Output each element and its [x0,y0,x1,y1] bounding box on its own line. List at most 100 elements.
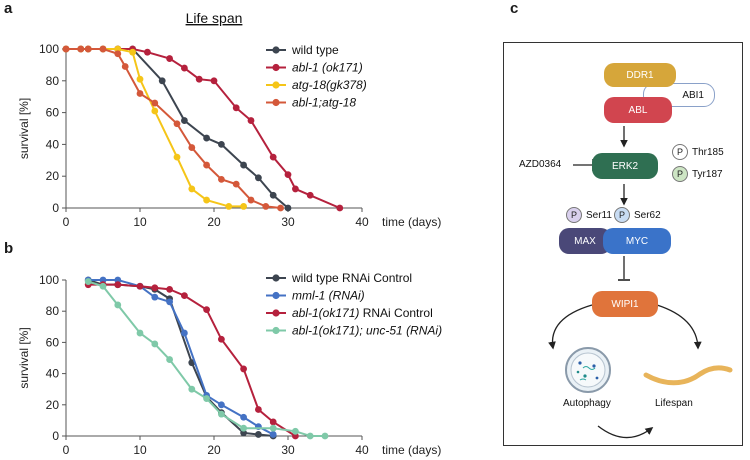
chart-b-data-point [151,284,159,292]
chart-a-data-point [240,203,248,210]
chart-b-legend-label: abl-1(ok171) RNAi Control [292,306,433,320]
chart-a-series-3 [62,45,284,212]
chart-a-data-point [336,204,344,212]
chart-b-data-point [166,356,174,363]
lifespan-label: Lifespan [655,398,693,409]
chart-a-data-point [158,77,166,85]
autophagy-icon [565,347,611,393]
chart-a-x-tick-label: 10 [133,215,147,229]
chart-b-series-3 [84,278,329,440]
chart-a-data-point [77,45,85,53]
chart-a-data-point [62,45,70,53]
chart-a-data-point [121,63,129,70]
erk2-node: ERK2 [592,153,658,179]
chart-a-y-tick-label: 100 [39,42,59,56]
chart-b-data-point [99,282,107,290]
chart-b-data-point [321,432,329,440]
chart-b-data-point [151,340,159,348]
chart-a-data-point [232,180,240,188]
chart-a-y-tick-label: 40 [46,137,60,151]
chart-a-data-point [232,104,240,112]
chart-b-data-point [255,431,262,438]
chart-a-legend-label: abl-1 (ok171) [292,61,363,75]
chart-a-legend-swatch-dot [272,46,280,54]
ddr1-node: DDR1 [604,63,676,87]
chart-a-data-point [284,171,292,179]
chart-a-data-point [277,204,284,212]
chart-a-data-point [173,153,181,161]
chart-a-data-point [84,45,92,53]
chart-a-legend-swatch-dot [272,98,280,107]
chart-a-legend: wild type abl-1 (ok171) atg-18(gk378) abl-1… [266,43,367,110]
chart-a-title: Life span [186,10,243,26]
chart-b-data-point [218,335,225,343]
chart-b-data-point [218,401,225,409]
chart-a-data-point [144,48,151,56]
chart-a-data-point [181,117,188,124]
chart-a-data-point [269,191,277,199]
chart-a-data-point [284,204,292,212]
arrow-autophagy-to-lifespan [597,425,654,439]
chart-a-data-point [173,120,181,128]
chart-a-data-point [99,45,107,53]
chart-a-data-point [218,175,225,183]
chart-a-data-point [203,161,211,169]
arrow-wipi1-to-autophagy [548,304,593,350]
chart-b-data-point [240,429,248,437]
chart-b-data-point [203,306,211,314]
chart-a-data-point [247,117,255,124]
chart-a-data-point [188,144,196,151]
chart-a-data-point [181,64,188,72]
chart-b-data-point [269,418,277,426]
chart-b-y-tick-label: 60 [46,335,60,349]
chart-a-y-label: survival [%] [17,98,31,159]
chart-b-data-point [269,424,277,432]
pathway-diagram-frame [503,42,743,446]
chart-a-legend-label: abl-1;atg-18 [292,96,356,110]
chart-b-data-point [166,298,174,306]
max-node: MAX [559,228,611,254]
chart-a-x-label: time (days) [382,215,441,229]
chart-a-data-point [255,174,262,182]
chart-b-data-point [218,410,225,418]
autophagy-label: Autophagy [563,398,611,409]
chart-a-data-point [203,196,211,204]
chart-a-data-point [240,161,248,169]
chart-a-data-point [129,48,137,56]
chart-a-legend-swatch-dot [272,81,280,89]
worm-icon [643,365,733,386]
chart-a-data-point [136,75,144,83]
chart-a-data-point [114,45,122,53]
chart-a-x-tick-label: 0 [63,215,70,229]
chart-a-legend-label: wild type [291,43,339,57]
chart-a-data-point [210,77,218,85]
chart-b-series-2 [84,281,299,440]
chart-a-data-point [262,203,270,210]
chart-a-axes: 0 10 20 30 40 0 20 40 60 80 100 time (days) survival… [17,10,441,229]
chart-b-series-line [87,280,325,437]
chart-b-legend-swatch-dot [272,326,280,335]
panel-label-c: c [510,0,519,17]
chart-b-data-point [269,431,277,438]
chart-a-y-tick-label: 80 [46,74,60,88]
chart-a-legend-label: atg-18(gk378) [292,78,367,92]
chart-b-data-point [203,395,211,402]
chart-b-y-tick-label: 80 [46,304,60,318]
chart-a-data-point [292,185,299,193]
phospho-tyr187: P [672,166,688,182]
chart-b-y-tick-label: 40 [46,367,60,381]
chart-b-data-point [240,413,248,421]
chart-b-data-point [136,329,144,337]
chart-b-legend-label: mml-1 (RNAi) [292,289,365,303]
chart-a-data-point [114,50,122,58]
chart-a-data-point [306,191,314,199]
chart-b-x-tick-label: 0 [63,443,70,457]
ser11-label: Ser11 [586,210,612,221]
chart-b-x-tick-label: 10 [133,443,147,457]
chart-b-x-tick-label: 20 [207,443,221,457]
chart-b-data-point [181,329,188,337]
chart-a-data-point [136,90,144,97]
chart-b-legend-label: abl-1(ok171); unc-51 (RNAi) [292,324,442,338]
chart-a-legend-swatch-dot [272,63,280,72]
